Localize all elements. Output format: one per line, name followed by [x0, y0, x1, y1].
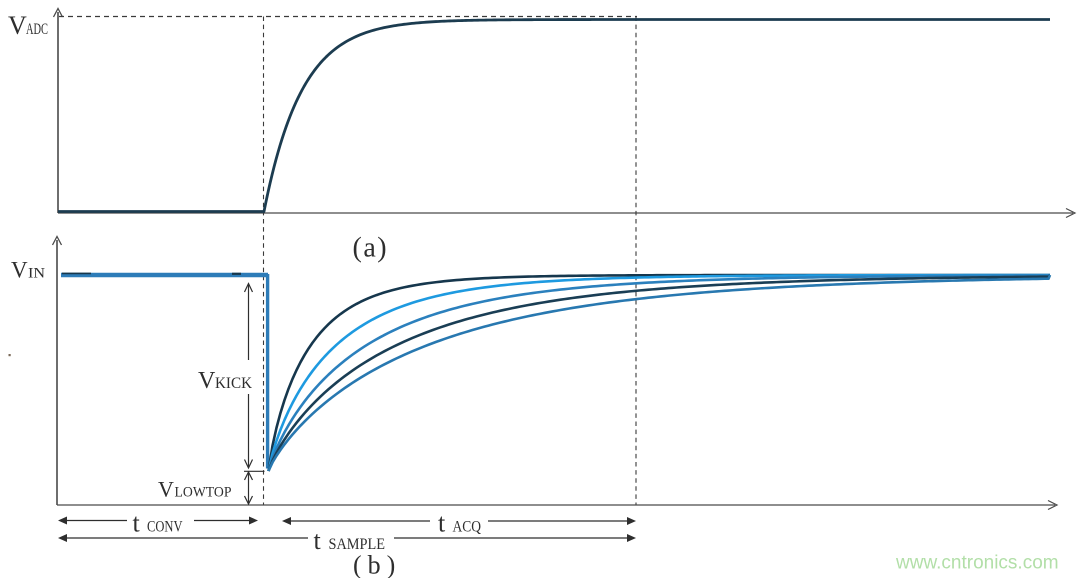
svg-text:IN: IN	[28, 266, 45, 282]
svg-text:ADC: ADC	[26, 21, 48, 38]
svg-text:(a): (a)	[353, 233, 389, 264]
svg-text:t: t	[133, 509, 141, 538]
svg-text:SAMPLE: SAMPLE	[329, 536, 386, 553]
svg-text:V: V	[158, 477, 174, 502]
svg-text:LOWTOP: LOWTOP	[175, 485, 232, 501]
svg-text:V: V	[198, 368, 216, 394]
svg-text:V: V	[11, 258, 28, 283]
svg-text:(b): (b)	[353, 551, 401, 578]
svg-text:ACQ: ACQ	[453, 519, 482, 536]
svg-text:t: t	[314, 526, 322, 555]
svg-text:www.cntronics.com: www.cntronics.com	[895, 553, 1059, 574]
svg-text:CONV: CONV	[147, 519, 183, 536]
svg-text:V: V	[8, 11, 27, 40]
svg-text:t: t	[438, 509, 446, 538]
svg-text:KICK: KICK	[215, 375, 252, 392]
